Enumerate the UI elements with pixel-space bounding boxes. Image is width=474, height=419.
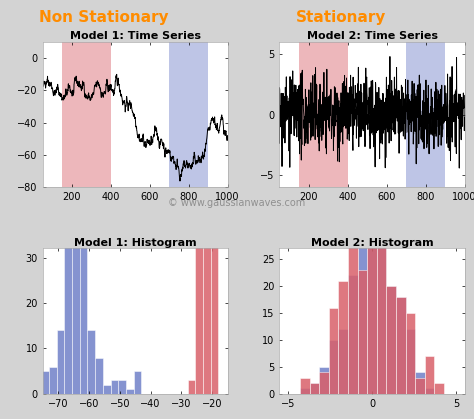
Bar (319, 367, 329, 394)
Bar (211, 235, 219, 394)
Title: Model 2: Time Series: Model 2: Time Series (307, 31, 438, 41)
Bar (377, 243, 386, 394)
Bar (95, 357, 103, 394)
Bar (72, 176, 80, 394)
Bar (396, 297, 406, 394)
Bar (406, 313, 415, 394)
Bar (386, 286, 396, 394)
Bar (300, 378, 310, 394)
Title: Model 1: Histogram: Model 1: Histogram (74, 238, 197, 248)
Bar (64, 171, 72, 394)
Bar (310, 383, 319, 394)
Bar (396, 297, 406, 394)
Text: © www.gaussianwaves.com: © www.gaussianwaves.com (168, 198, 306, 208)
Bar (41, 371, 49, 394)
Bar (188, 380, 195, 394)
Bar (103, 385, 110, 394)
Bar (80, 207, 87, 394)
Bar (406, 329, 415, 394)
Bar (49, 367, 56, 394)
Bar (367, 130, 377, 394)
Bar (118, 380, 126, 394)
Bar (338, 281, 348, 394)
Bar (357, 243, 367, 394)
Bar (435, 383, 444, 394)
Bar (367, 189, 377, 394)
Bar (169, 42, 208, 187)
Bar (87, 330, 95, 394)
Bar (126, 389, 134, 394)
Bar (338, 329, 348, 394)
Bar (406, 42, 445, 187)
Bar (203, 130, 211, 394)
Bar (415, 372, 425, 394)
Bar (348, 275, 357, 394)
Title: Model 2: Histogram: Model 2: Histogram (310, 238, 433, 248)
Bar (33, 385, 41, 394)
Text: Stationary: Stationary (296, 10, 386, 26)
Bar (425, 356, 435, 394)
Bar (357, 270, 367, 394)
Bar (195, 121, 203, 394)
Bar (386, 286, 396, 394)
Bar (329, 340, 338, 394)
Bar (377, 211, 386, 394)
Bar (425, 388, 435, 394)
Text: Non Stationary: Non Stationary (39, 10, 169, 26)
Bar (110, 380, 118, 394)
Bar (300, 388, 310, 394)
Bar (134, 371, 141, 394)
Bar (310, 383, 319, 394)
Bar (348, 211, 357, 394)
Bar (319, 372, 329, 394)
Title: Model 1: Time Series: Model 1: Time Series (70, 31, 201, 41)
Bar (62, 42, 111, 187)
Bar (56, 330, 64, 394)
Bar (299, 42, 347, 187)
Bar (329, 308, 338, 394)
Bar (415, 378, 425, 394)
